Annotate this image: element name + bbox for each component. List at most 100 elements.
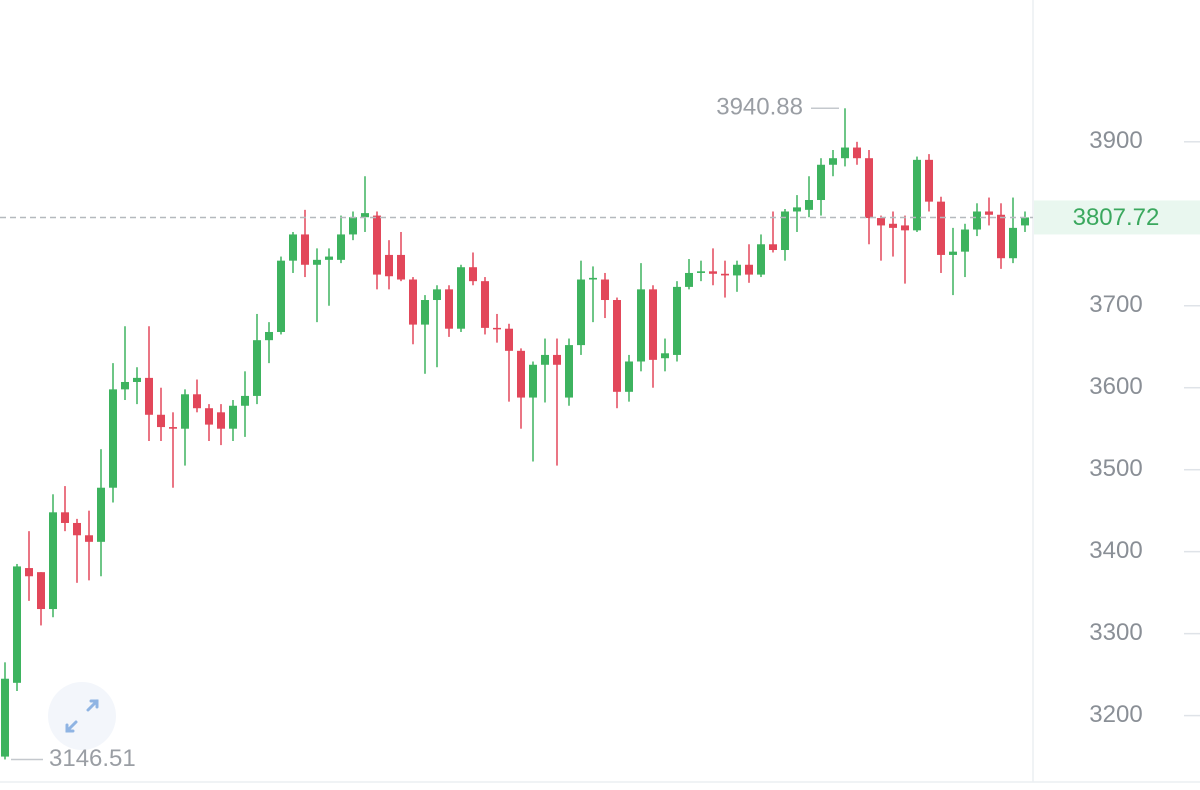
- candle-body: [337, 234, 345, 260]
- candle-body: [13, 566, 21, 683]
- candle-body: [901, 225, 909, 231]
- candle-body: [277, 260, 285, 332]
- candle-body: [433, 289, 441, 301]
- y-tick-label: 3600: [1089, 373, 1142, 400]
- candle-body: [385, 254, 393, 277]
- candle-body: [469, 267, 477, 282]
- candle-body: [553, 354, 561, 365]
- y-tick-label: 3200: [1089, 701, 1142, 728]
- y-tick-label: 3900: [1089, 127, 1142, 154]
- candle-body: [217, 412, 225, 429]
- candle-body: [805, 200, 813, 210]
- y-tick-label: 3500: [1089, 455, 1142, 482]
- candle-body: [61, 512, 69, 523]
- candle-body: [925, 159, 933, 202]
- candle-body: [937, 201, 945, 255]
- candle-body: [97, 487, 105, 542]
- candle-body: [697, 271, 705, 273]
- candle-body: [421, 300, 429, 325]
- candle-body: [397, 254, 405, 280]
- candle-body: [445, 289, 453, 329]
- candle-body: [313, 259, 321, 265]
- candle-body: [577, 279, 585, 346]
- candle-body: [241, 395, 249, 406]
- candle-body: [457, 267, 465, 329]
- candle-body: [133, 377, 141, 382]
- candle-body: [817, 164, 825, 201]
- candle-body: [193, 394, 201, 409]
- expand-button[interactable]: [48, 682, 116, 750]
- candle-body: [493, 327, 501, 330]
- y-tick-label: 3300: [1089, 619, 1142, 646]
- candle-body: [673, 286, 681, 355]
- candle-body: [949, 251, 957, 255]
- candle-body: [769, 244, 777, 251]
- candle-body: [709, 271, 717, 274]
- candle-body: [781, 211, 789, 251]
- candle-body: [37, 572, 45, 610]
- candle-body: [73, 522, 81, 536]
- candle-body: [181, 394, 189, 429]
- candle-body: [733, 264, 741, 276]
- candle-body: [865, 158, 873, 219]
- candle-body: [541, 354, 549, 365]
- expand-icon[interactable]: [65, 699, 99, 733]
- candle-body: [649, 289, 657, 360]
- candle-body: [985, 211, 993, 215]
- candle-body: [529, 364, 537, 398]
- candle-body: [121, 381, 129, 390]
- last-price-badge: [1034, 200, 1200, 235]
- candle-body: [1009, 227, 1017, 259]
- candle-body: [613, 300, 621, 392]
- candle-body: [289, 234, 297, 261]
- candle-body: [601, 279, 609, 301]
- candle-body: [157, 414, 165, 428]
- candle-body: [253, 340, 261, 396]
- expand-circle[interactable]: [48, 682, 116, 750]
- candle-body: [997, 214, 1005, 259]
- candle-body: [913, 159, 921, 231]
- candle-body: [889, 223, 897, 228]
- candle-body: [325, 256, 333, 260]
- candle-body: [1021, 217, 1029, 226]
- candle-body: [301, 234, 309, 265]
- candle-body: [517, 350, 525, 398]
- candle-body: [721, 273, 729, 276]
- candle-body: [589, 277, 597, 280]
- candle-body: [361, 213, 369, 218]
- candle-body: [625, 361, 633, 392]
- candle-body: [109, 389, 117, 488]
- candle-body: [1, 678, 9, 757]
- candle-body: [25, 568, 33, 577]
- candle-body: [685, 272, 693, 287]
- max-label: 3940.88: [716, 94, 803, 121]
- candle-body: [169, 427, 177, 429]
- candle-body: [793, 207, 801, 212]
- candle-body: [961, 229, 969, 252]
- candle-body: [373, 215, 381, 275]
- candle-body: [637, 289, 645, 362]
- candle-body: [973, 211, 981, 230]
- candle-body: [409, 279, 417, 325]
- candle-body: [205, 408, 213, 425]
- candle-body: [349, 217, 357, 235]
- min-label: 3146.51: [49, 745, 136, 772]
- candle-body: [481, 281, 489, 328]
- candle-body: [757, 244, 765, 275]
- last-price-label: 3807.72: [1073, 204, 1160, 231]
- candle-body: [877, 218, 885, 226]
- candle-body: [145, 377, 153, 415]
- candle-body: [565, 345, 573, 398]
- candle-body: [853, 147, 861, 159]
- y-tick-label: 3700: [1089, 291, 1142, 318]
- candle-body: [229, 405, 237, 429]
- candle-body: [505, 328, 513, 351]
- candle-body: [265, 331, 273, 341]
- candle-body: [829, 158, 837, 165]
- candle-body: [661, 353, 669, 359]
- candle-body: [841, 147, 849, 159]
- y-tick-label: 3400: [1089, 537, 1142, 564]
- candle-body: [85, 535, 93, 542]
